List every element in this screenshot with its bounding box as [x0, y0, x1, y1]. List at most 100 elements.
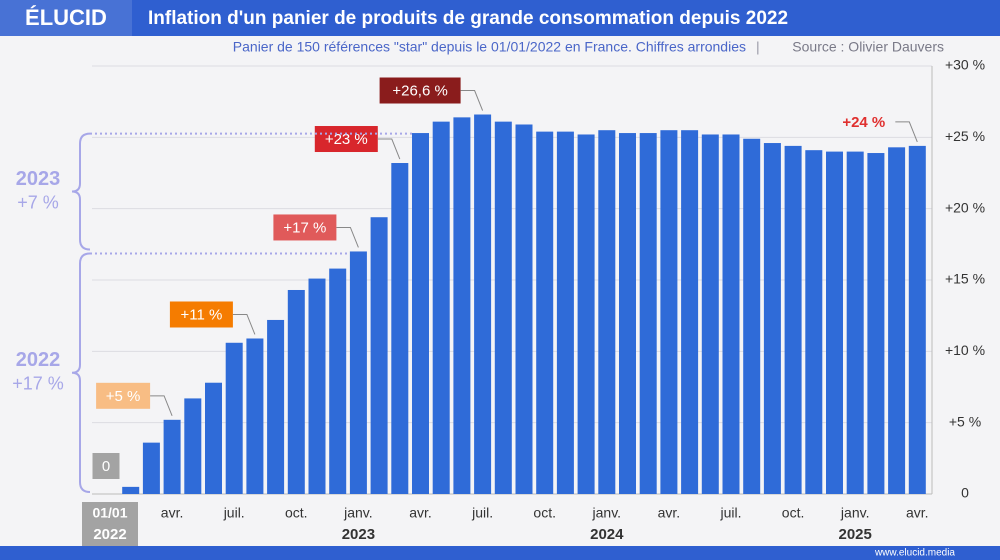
bar [246, 338, 264, 494]
y-tick-label: 0 [961, 485, 969, 501]
bracket-year: 2022 [16, 349, 61, 371]
separator: | [756, 39, 760, 55]
date-box [82, 502, 138, 546]
bar [888, 147, 906, 494]
x-tick-label: juil. [223, 505, 245, 521]
annotation-leader [895, 121, 918, 143]
bar [225, 342, 243, 494]
bracket-change: +7 % [17, 192, 59, 212]
annotation-box [379, 77, 461, 104]
x-tick-label: oct. [285, 505, 308, 521]
bar [784, 145, 802, 495]
annotation-box [92, 453, 120, 479]
y-tick-label: +25 % [945, 128, 985, 144]
bar [142, 442, 160, 494]
annotation-label: +23 % [325, 131, 368, 148]
bar [453, 117, 471, 495]
x-tick-label: avr. [161, 505, 184, 521]
bar [432, 121, 450, 494]
annotation-label: 0 [102, 458, 110, 475]
x-tick-label: 01/01 [92, 505, 127, 521]
x-tick-label: avr. [658, 505, 681, 521]
bar [370, 217, 388, 494]
bar [349, 251, 367, 494]
year-label: 2025 [839, 526, 872, 543]
annotation-box [314, 126, 378, 153]
x-tick-label: avr. [906, 505, 929, 521]
bar [329, 268, 347, 494]
bar [163, 419, 181, 494]
bar [391, 163, 409, 494]
annotation-label: +26,6 % [392, 82, 447, 99]
bar [515, 124, 533, 494]
bar [536, 131, 554, 495]
bar [639, 133, 657, 494]
bar [681, 130, 699, 494]
header-bar [0, 0, 1000, 36]
x-tick-label: janv. [840, 505, 870, 521]
x-tick-label: oct. [782, 505, 805, 521]
bar [763, 143, 781, 495]
brand-box [0, 0, 132, 36]
bracket [71, 132, 91, 251]
bar [598, 130, 616, 494]
bar [846, 151, 864, 494]
bar [660, 130, 678, 494]
y-tick-label: +30 % [945, 57, 985, 73]
brand: ÉLUCID [25, 5, 107, 30]
bar [494, 121, 512, 494]
x-tick-label: juil. [471, 505, 493, 521]
bar [308, 278, 326, 494]
annotation-label: +5 % [106, 388, 141, 405]
annotation-box [169, 301, 233, 328]
bar [867, 153, 885, 494]
x-tick-label: oct. [533, 505, 556, 521]
year-label: 2024 [590, 526, 624, 543]
chart-title: Inflation d'un panier de produits de gra… [148, 8, 788, 29]
footer-bar [0, 546, 1000, 560]
annotation-label: +11 % [180, 306, 222, 323]
annotation-box [96, 382, 151, 409]
annotation-leader [232, 313, 256, 335]
annotation-box [273, 214, 337, 241]
bar [577, 134, 595, 495]
bar [805, 150, 823, 494]
y-tick-label: +5 % [949, 413, 981, 429]
bar [267, 319, 285, 494]
bar [122, 486, 140, 494]
y-tick-label: +20 % [945, 199, 985, 215]
source: Source : Olivier Dauvers [792, 39, 944, 55]
y-tick-label: +15 % [945, 271, 985, 287]
annotation-leader [150, 395, 173, 416]
bar [205, 382, 222, 494]
subtitle: Panier de 150 références "star" depuis l… [233, 39, 746, 55]
y-tick-label: +10 % [945, 342, 985, 358]
bar [701, 134, 719, 495]
year-label: 2022 [93, 526, 126, 543]
bar [826, 151, 843, 494]
x-tick-label: juil. [719, 505, 741, 521]
bar [722, 134, 740, 495]
bar [474, 114, 492, 495]
year-label: 2023 [342, 526, 375, 543]
annotation-leader [460, 90, 484, 111]
bracket-year: 2023 [16, 168, 61, 190]
annotation-leader [336, 226, 359, 248]
annotation-label: +17 % [283, 219, 326, 236]
bar [287, 289, 305, 494]
bracket [71, 252, 91, 493]
x-tick-label: janv. [343, 505, 373, 521]
annotation-label: +24 % [842, 114, 885, 131]
bar [908, 145, 926, 495]
bracket-change: +17 % [12, 373, 64, 393]
bar [412, 133, 429, 494]
x-tick-label: janv. [592, 505, 622, 521]
bar [619, 133, 636, 494]
bar [184, 398, 202, 494]
annotation-leader [377, 138, 401, 160]
bar [556, 131, 574, 495]
x-tick-label: avr. [409, 505, 432, 521]
footer: www.elucid.media [874, 548, 955, 559]
bar [743, 138, 761, 494]
